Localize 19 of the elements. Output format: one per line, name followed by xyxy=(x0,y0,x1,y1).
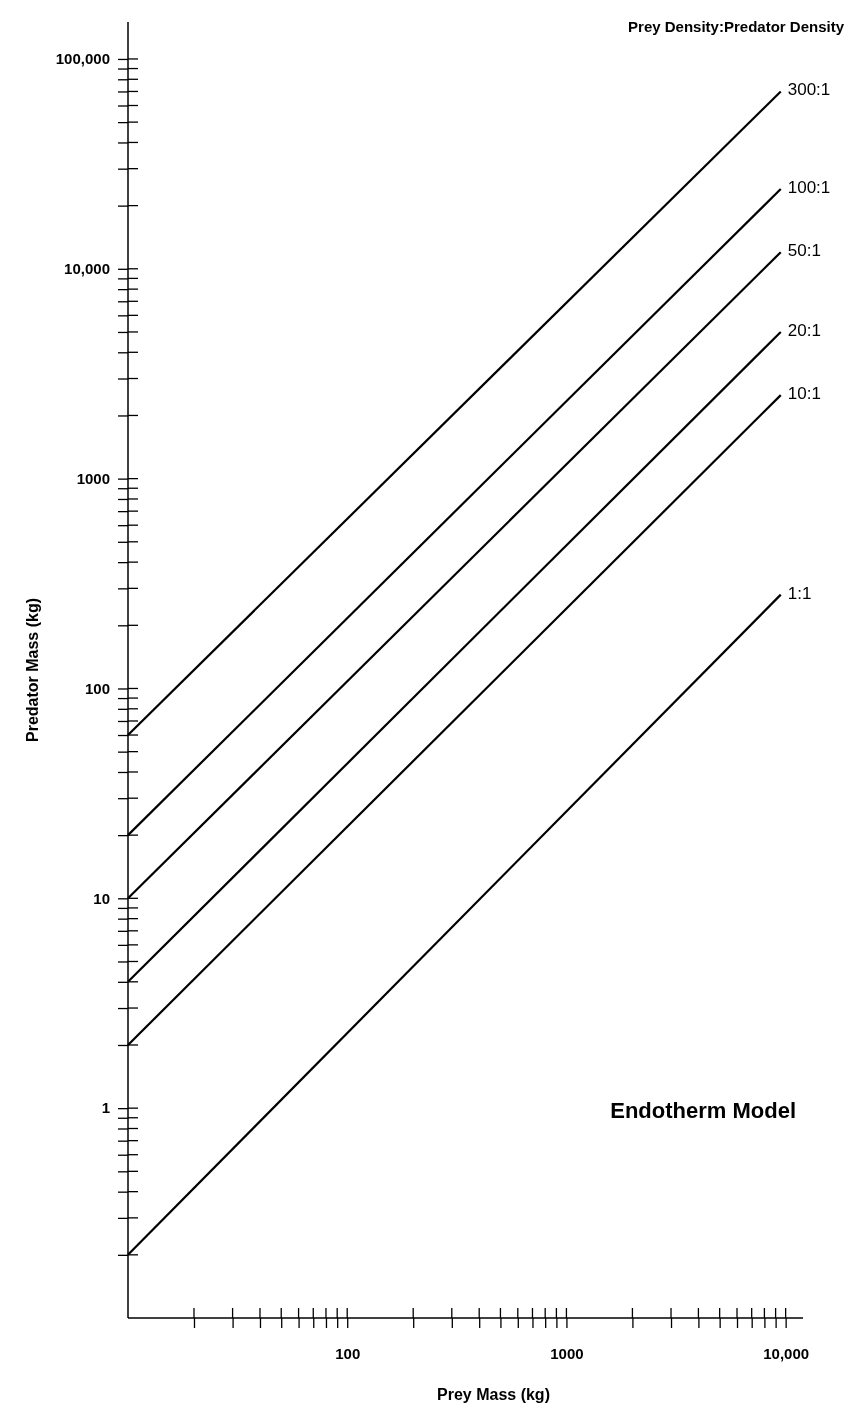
y-tick-label: 1 xyxy=(101,1099,110,1117)
series-label: 100:1 xyxy=(787,178,831,198)
y-tick-label: 100 xyxy=(84,679,110,697)
y-tick-label: 100,000 xyxy=(55,50,110,68)
series-label: 10:1 xyxy=(787,384,821,404)
series-label: 20:1 xyxy=(787,320,821,340)
legend-title: Prey Density:Predator Density xyxy=(628,18,845,35)
y-tick-label: 1000 xyxy=(76,469,110,487)
y-tick-label: 10,000 xyxy=(64,260,110,278)
series-label: 50:1 xyxy=(787,241,821,261)
annotation: Endotherm Model xyxy=(610,1098,796,1123)
y-tick-label: 10 xyxy=(93,889,110,907)
x-tick-label: 1000 xyxy=(550,1344,584,1362)
series-label: 1:1 xyxy=(787,583,812,603)
x-axis-title: Prey Mass (kg) xyxy=(437,1386,550,1403)
x-tick-label: 10,000 xyxy=(763,1344,810,1362)
x-tick-label: 100 xyxy=(335,1344,361,1362)
series-label: 300:1 xyxy=(787,80,831,100)
y-axis-title: Predator Mass (kg) xyxy=(24,597,41,743)
